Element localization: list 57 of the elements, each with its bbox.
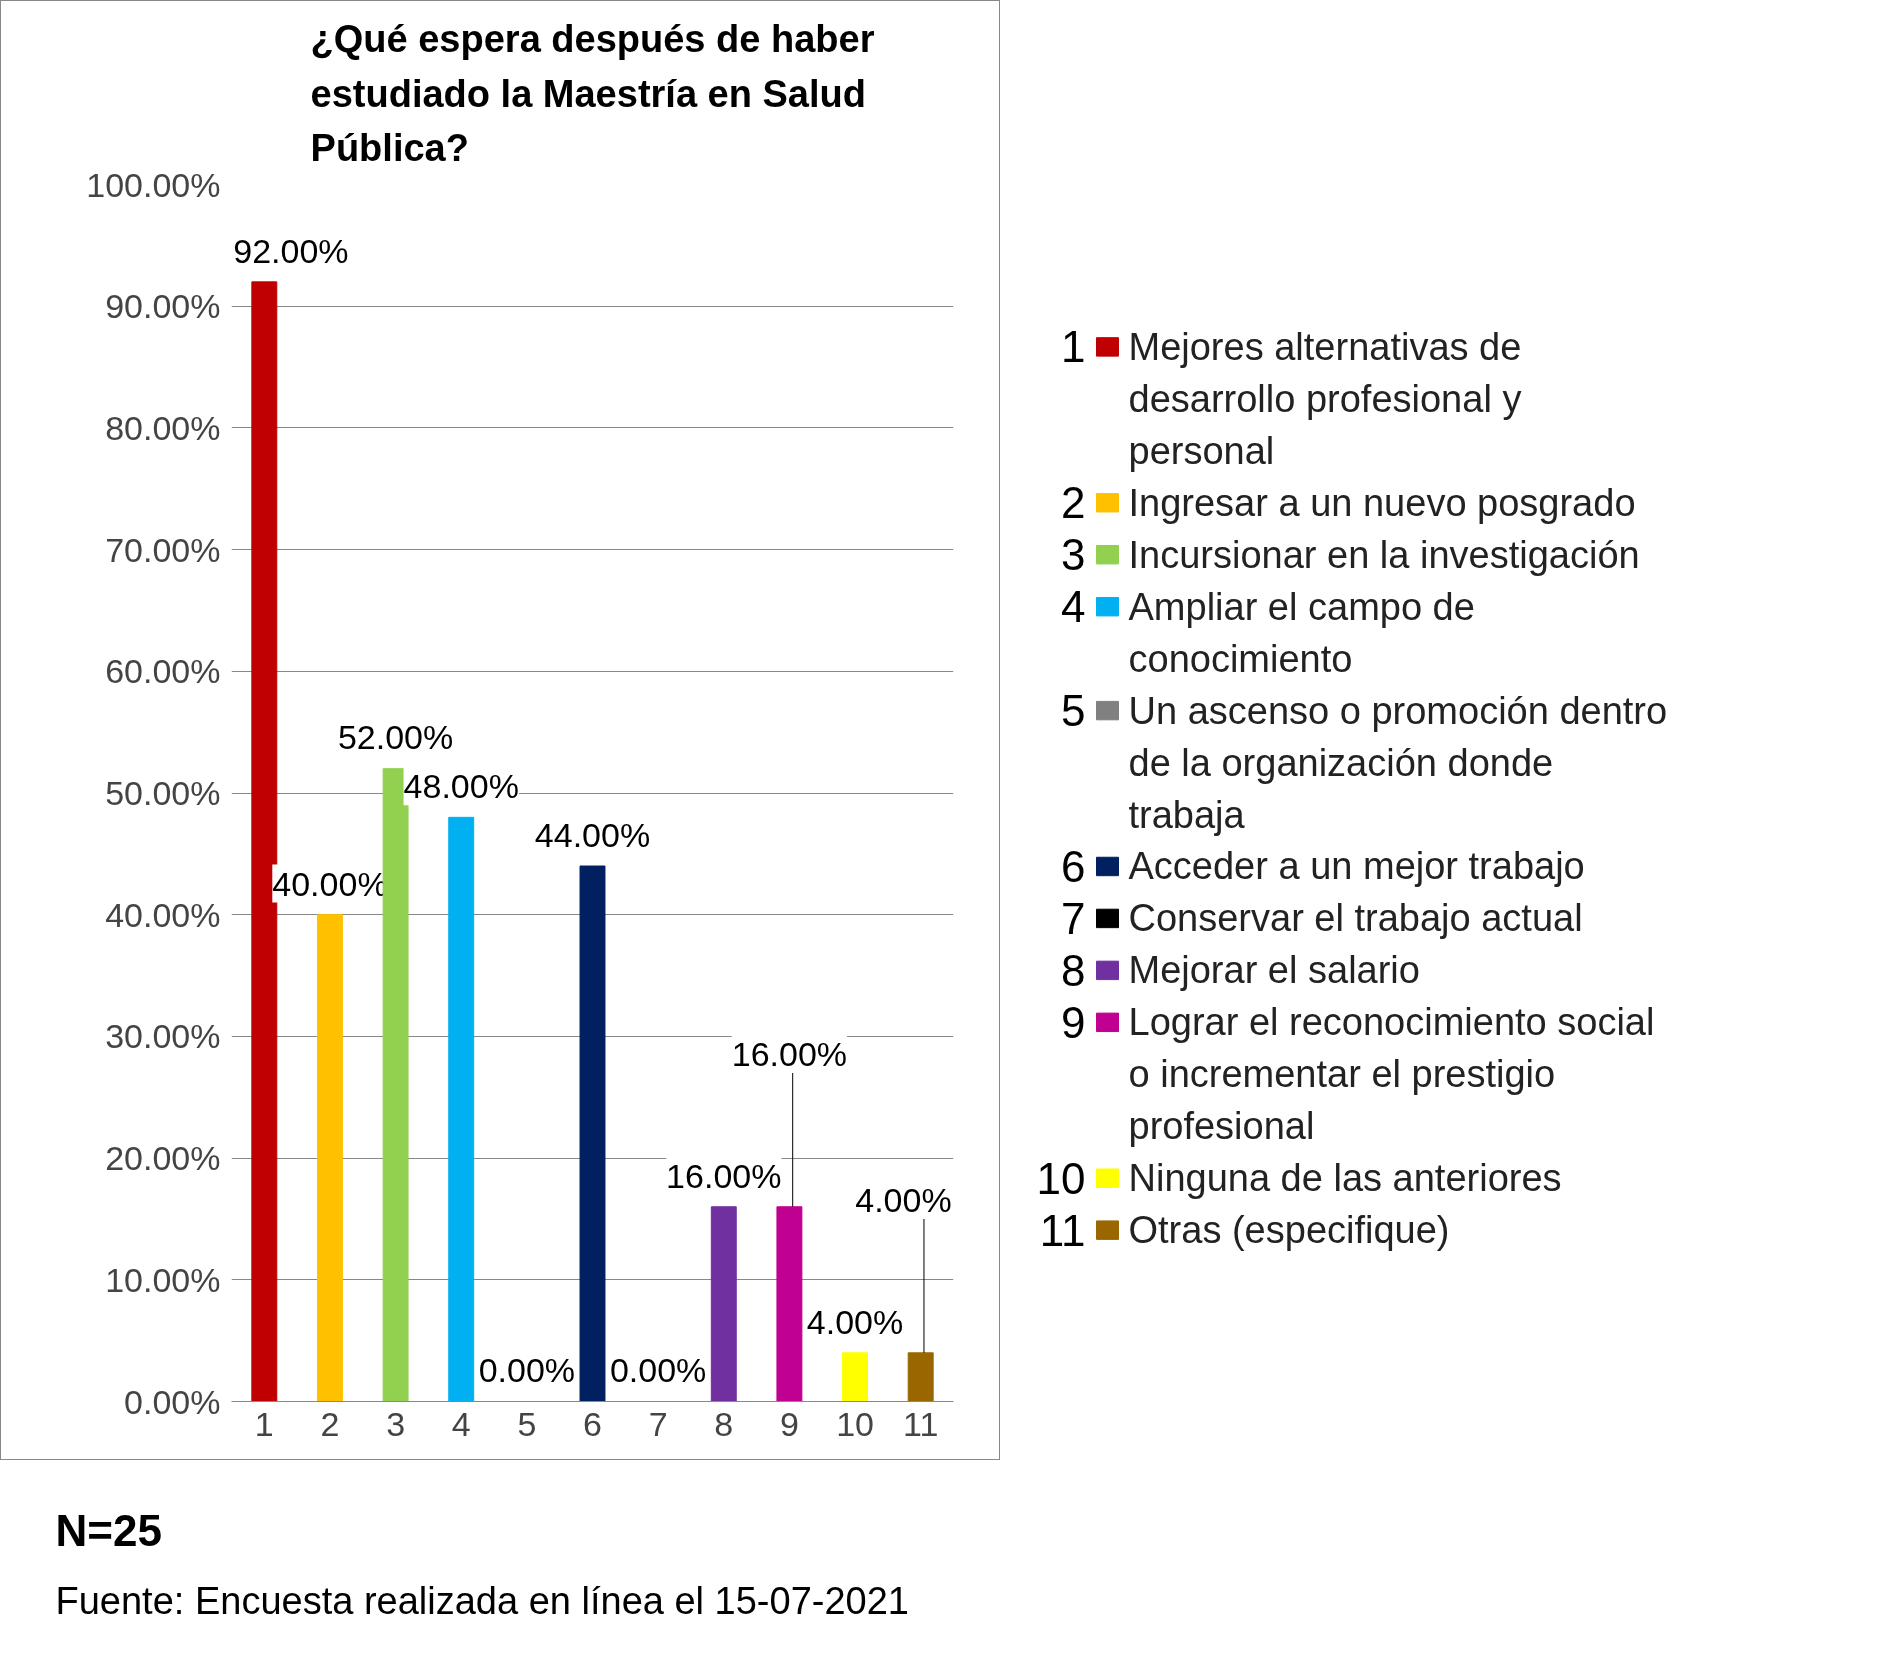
data-label: 0.00% (478, 1351, 576, 1390)
y-tick-label: 60.00% (105, 652, 221, 691)
category-label: 6 (1061, 841, 1086, 891)
data-label: 4.00% (855, 1180, 952, 1219)
category-label: 3 (1061, 530, 1086, 580)
category-label: 7 (1061, 893, 1086, 943)
x-tick-label: 9 (779, 1404, 799, 1443)
category-label: 9 (1061, 997, 1086, 1047)
y-tick-label: 90.00% (105, 287, 221, 326)
category-label: 4 (1061, 582, 1086, 632)
y-tick-label: 80.00% (105, 408, 221, 447)
text: N=25 (55, 1506, 162, 1555)
category-label: 2 (1061, 478, 1086, 528)
x-tick-label: 3 (386, 1404, 406, 1443)
category-label: 1 (1061, 322, 1086, 372)
x-tick-label: 7 (648, 1404, 668, 1443)
x-tick-label: 8 (714, 1404, 734, 1443)
data-label: 52.00% (337, 718, 454, 757)
legend-label: Ninguna de las anteriores (1128, 1157, 1562, 1200)
legend-label: Ampliar el campo de conocimiento (1128, 585, 1475, 680)
data-label: 16.00% (731, 1034, 848, 1073)
legend-label: Lograr el reconocimiento social o incrementar el prestigio profesional (1128, 1001, 1655, 1148)
x-tick-label: 4 (451, 1404, 471, 1443)
x-tick-label: 2 (320, 1404, 340, 1443)
category-label: 11 (1039, 1205, 1086, 1255)
y-tick-label: 10.00% (105, 1260, 221, 1299)
data-label: 4.00% (806, 1302, 904, 1341)
legend-label: Otras (especifique) (1128, 1209, 1450, 1252)
category-label: 5 (1061, 686, 1086, 736)
y-tick-label: 100.00% (86, 165, 221, 204)
legend-label: Ingresar a un nuevo posgrado (1128, 481, 1636, 524)
y-tick-label: 0.00% (124, 1382, 221, 1421)
data-label: 16.00% (666, 1156, 782, 1195)
category-label: 8 (1061, 945, 1086, 995)
source-note: Fuente: Encuesta realizada en línea el 15-07-2021 (55, 1579, 909, 1622)
y-tick-label: 40.00% (105, 895, 221, 934)
data-label: 44.00% (534, 815, 651, 854)
x-tick-label: 1 (254, 1404, 274, 1443)
x-tick-label: 11 (903, 1404, 939, 1443)
legend-label: Acceder a un mejor trabajo (1128, 845, 1585, 888)
legend-label: Un ascenso o promoción dentro de la organización donde trabaja (1128, 689, 1668, 836)
data-label: 0.00% (609, 1351, 707, 1390)
x-tick-label: 10 (836, 1404, 874, 1443)
y-tick-label: 50.00% (105, 774, 221, 812)
legend-label: Mejores alternativas de desarrollo profesional y personal (1128, 325, 1522, 472)
y-tick-label: 70.00% (105, 530, 221, 569)
legend-label: Incursionar en la investigación (1128, 533, 1640, 576)
legend-label: Mejorar el salario (1128, 949, 1420, 992)
data-label: 48.00% (403, 767, 519, 806)
data-label: 92.00% (233, 231, 349, 270)
y-tick-label: 30.00% (105, 1017, 221, 1056)
y-tick-label: 20.00% (105, 1139, 221, 1178)
legend-label: Conservar el trabajo actual (1128, 897, 1583, 940)
category-label: 10 (1036, 1153, 1086, 1203)
chart-title: ¿Qué espera después de haber estudiado la Maestría en Salud Pública? (310, 18, 875, 170)
x-tick-label: 6 (583, 1404, 602, 1443)
x-tick-label: 5 (517, 1404, 537, 1443)
